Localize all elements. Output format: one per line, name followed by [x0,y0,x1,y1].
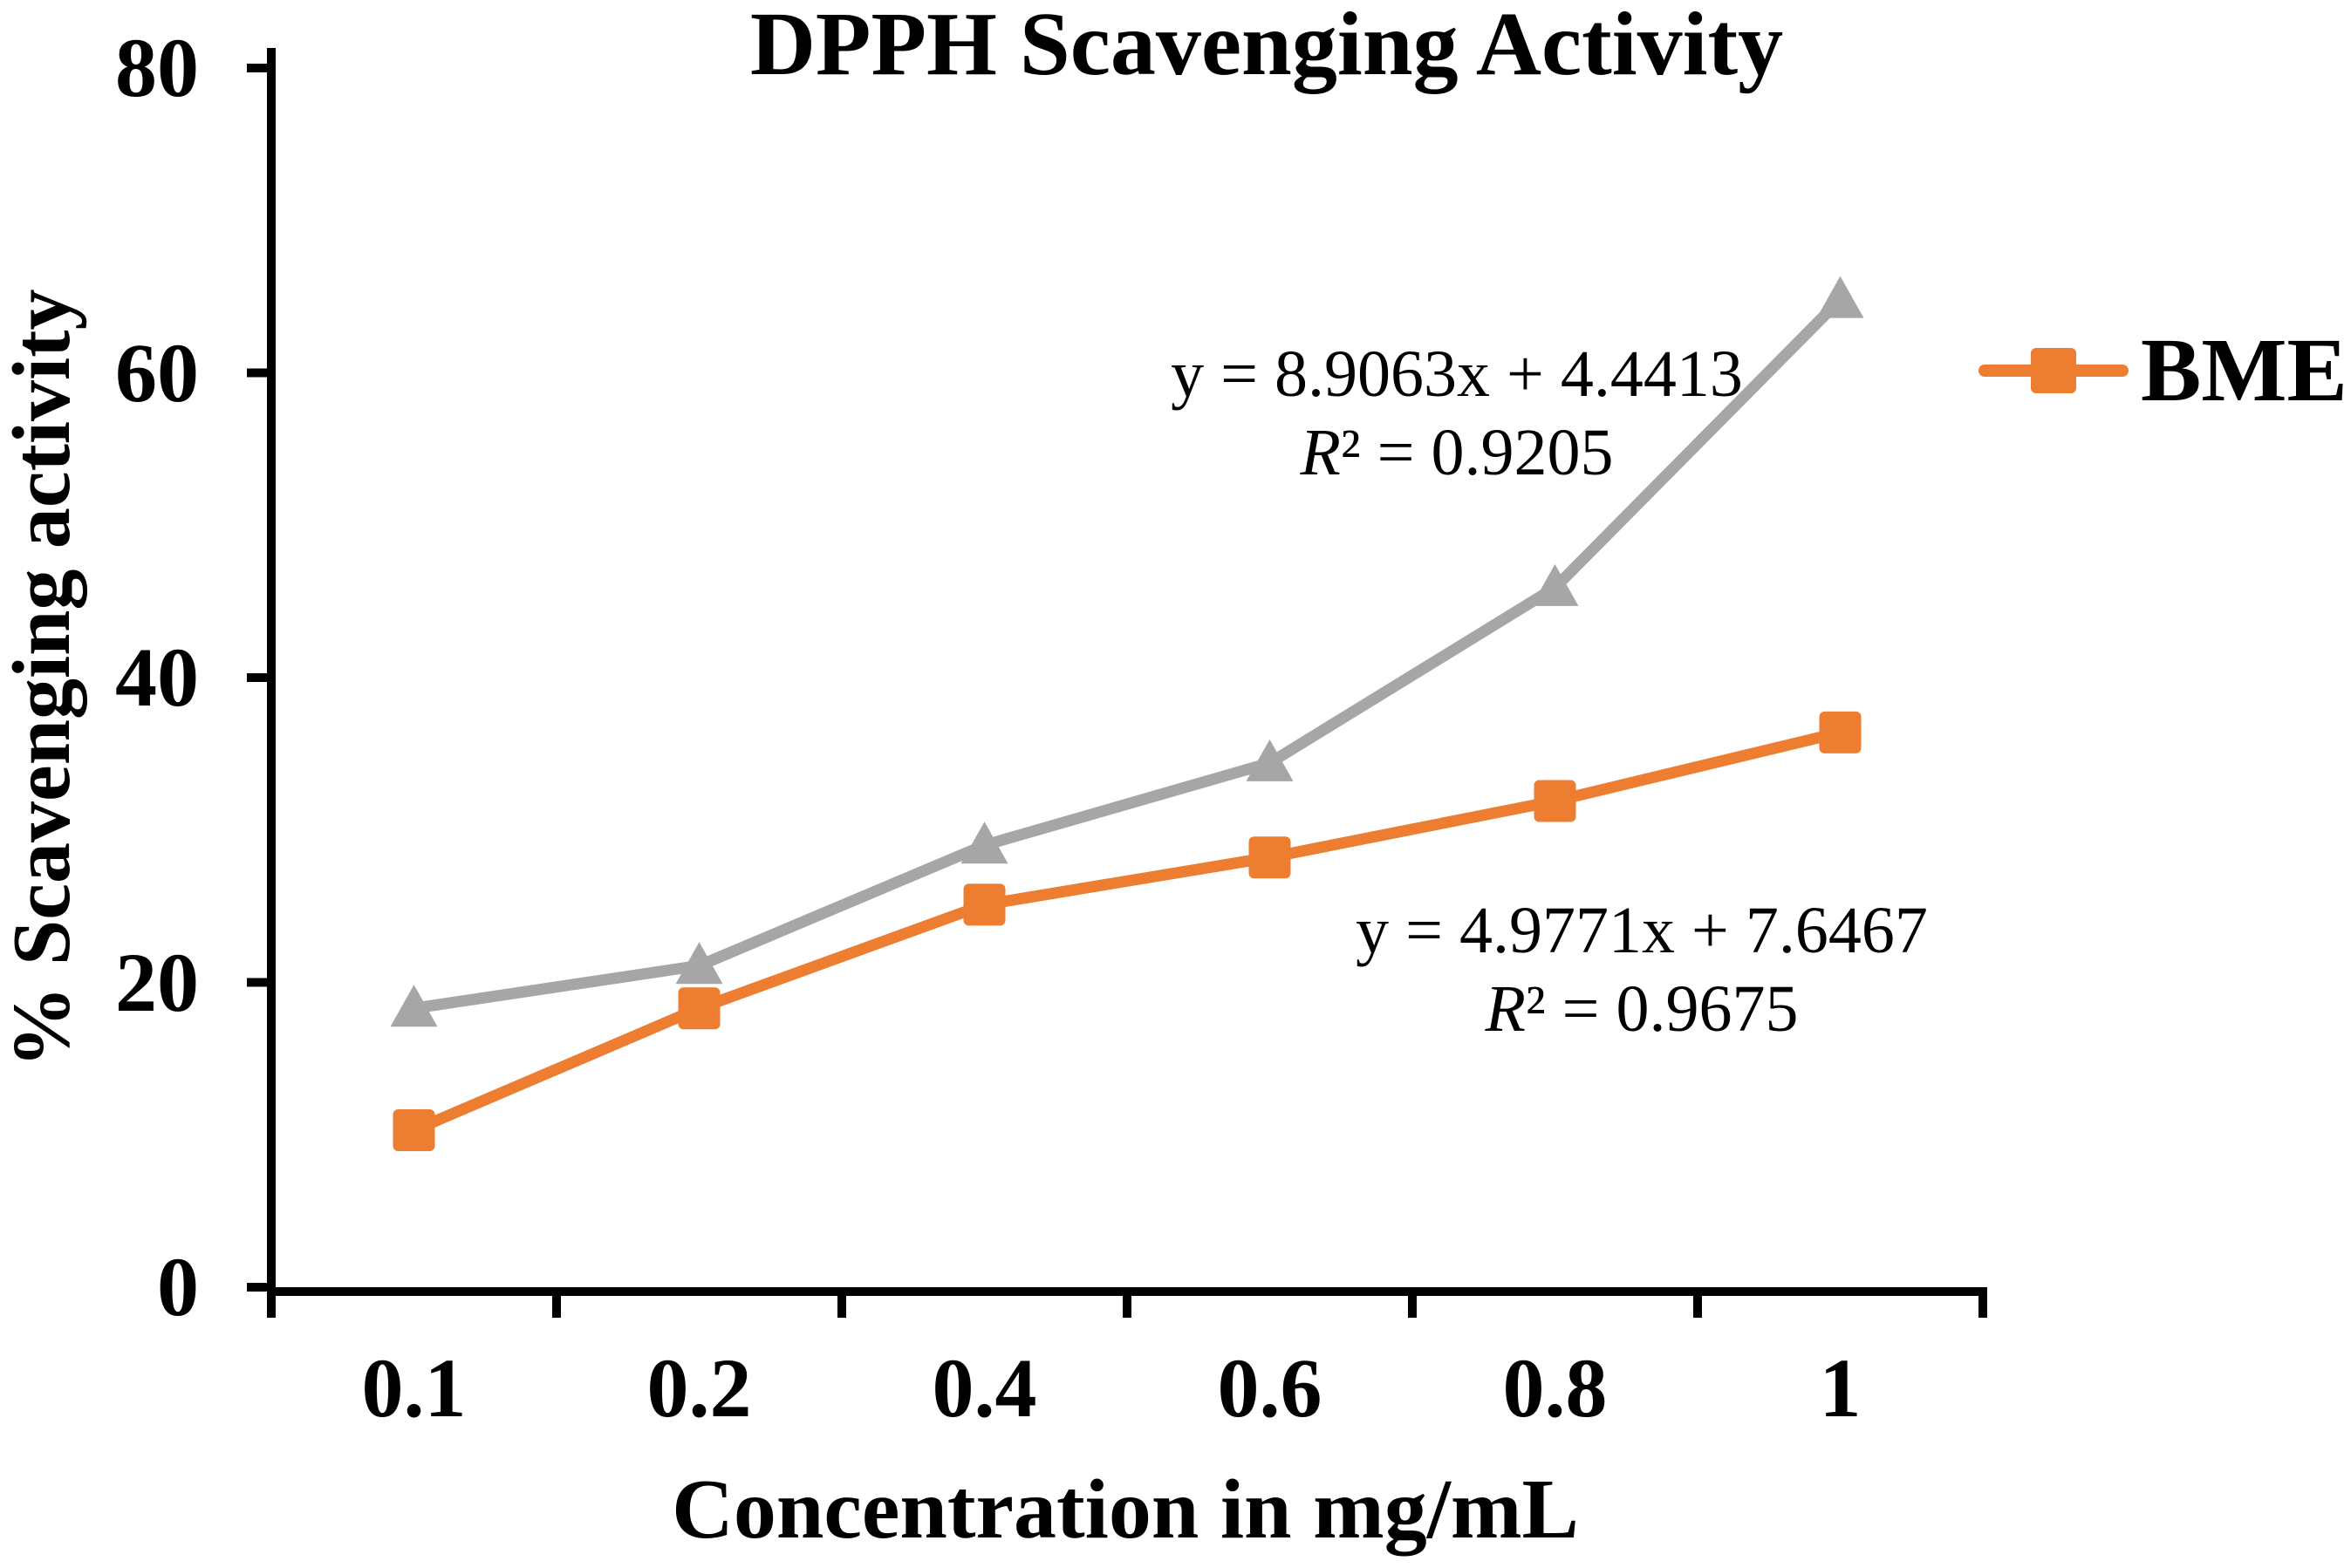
x-tick-label: 0.8 [1502,1341,1608,1435]
triangle-marker [1816,276,1864,318]
square-marker [1248,836,1291,879]
trendline-r-squared: R² = 0.9675 [1485,972,1799,1046]
square-marker [1819,711,1862,753]
gray-series-line [413,296,1845,1014]
y-tick-label: 0 [157,1240,199,1333]
square-marker [393,1109,435,1152]
trendline-annotation-bme-series: y = 4.9771x + 7.6467 R² = 0.9675 [1356,891,1928,1048]
chart-title: DPPH Scavenging Activity [749,0,1784,94]
triangle-marker [390,985,438,1027]
triangle-marker [960,821,1008,864]
trendline-equation: y = 4.9771x + 7.6467 [1356,894,1928,967]
x-tick-label: 1 [1819,1341,1862,1435]
y-tick-label: 60 [115,325,199,419]
triangle-marker [1531,563,1579,606]
legend: BME [1978,320,2344,420]
legend-line-marker-icon [1978,348,2129,393]
y-tick-label: 40 [115,631,199,724]
y-tick-label: 20 [115,935,199,1029]
legend-label: BME [2141,320,2344,420]
legend-square-marker-icon [2031,348,2076,393]
trendline-r-squared: R² = 0.9205 [1300,416,1614,489]
square-marker [963,883,1006,926]
square-marker [1534,780,1576,822]
x-axis-title: Concentration in mg/mL [672,1462,1579,1557]
BME-series-line [411,726,1842,1135]
square-marker [678,987,721,1030]
x-tick-label: 0.2 [646,1341,752,1435]
triangle-marker [1246,739,1294,781]
triangle-marker [675,942,723,985]
x-tick-label: 0.6 [1217,1341,1322,1435]
trendline-annotation-gray-series: y = 8.9063x + 4.4413 R² = 0.9205 [1171,335,1743,492]
trendline-equation: y = 8.9063x + 4.4413 [1171,337,1743,411]
y-tick-label: 80 [115,21,199,114]
x-tick-label: 0.4 [932,1341,1037,1435]
x-tick-label: 0.1 [361,1341,467,1435]
